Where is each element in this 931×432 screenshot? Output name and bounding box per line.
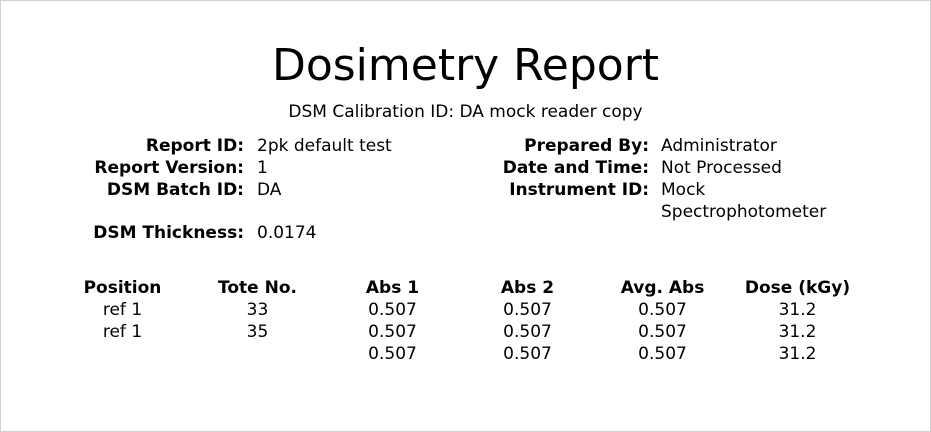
field-label: Date and Time: xyxy=(502,158,649,178)
field-value: Administrator xyxy=(661,136,777,156)
column-header: Abs 1 xyxy=(365,278,420,298)
table-cell: 35 xyxy=(246,322,269,342)
table-cell: 0.507 xyxy=(638,344,687,364)
table-cell xyxy=(55,343,190,365)
table-cell: 0.507 xyxy=(503,300,552,320)
table-cell: 0.507 xyxy=(503,344,552,364)
field-label: Report ID: xyxy=(145,136,244,156)
column-header: Dose (kGy) xyxy=(744,278,851,298)
field-label: DSM Thickness: xyxy=(93,223,244,243)
table-cell: 0.507 xyxy=(638,322,687,342)
column-header: Avg. Abs xyxy=(620,278,705,298)
table-cell: 0.507 xyxy=(368,300,417,320)
table-cell: 0.507 xyxy=(368,344,417,364)
table-cell: ref 1 xyxy=(102,322,143,342)
header-row: Position Tote No. Abs 1 Abs 2 Avg. Abs Dose (… xyxy=(55,277,865,299)
field-label: DSM Batch ID: xyxy=(106,180,244,200)
table-row: 0.507 0.507 0.507 31.2 xyxy=(55,343,865,365)
column-header: Position xyxy=(83,278,162,298)
field-value: DA xyxy=(257,180,282,200)
table-row: ref 1 33 0.507 0.507 0.507 31.2 xyxy=(55,299,865,321)
field-label: Prepared By: xyxy=(524,136,649,156)
table-cell: ref 1 xyxy=(102,300,143,320)
field-label: Instrument ID: xyxy=(509,180,649,200)
field-value: 0.0174 xyxy=(257,223,317,243)
table-cell: 31.2 xyxy=(778,344,817,364)
field-value: Mock Spectrophotometer xyxy=(661,180,827,222)
column-header: Abs 2 xyxy=(500,278,555,298)
field-value: 2pk default test xyxy=(257,136,392,156)
table-cell: 31.2 xyxy=(778,322,817,342)
report-subtitle: DSM Calibration ID: DA mock reader copy xyxy=(288,102,643,122)
field-value: Not Processed xyxy=(661,158,782,178)
field-label: Report Version: xyxy=(94,158,244,178)
report-title: Dosimetry Report xyxy=(271,40,660,91)
column-header: Tote No. xyxy=(218,278,297,298)
table-cell: 0.507 xyxy=(368,322,417,342)
table-cell xyxy=(190,343,325,365)
field-value: 1 xyxy=(257,158,268,178)
table-cell: 0.507 xyxy=(638,300,687,320)
table-row: ref 1 35 0.507 0.507 0.507 31.2 xyxy=(55,321,865,343)
results-table: Position Tote No. Abs 1 Abs 2 Avg. Abs Dose (… xyxy=(55,277,865,365)
table-cell: 0.507 xyxy=(503,322,552,342)
table-cell: 31.2 xyxy=(778,300,817,320)
table-cell: 33 xyxy=(246,300,269,320)
